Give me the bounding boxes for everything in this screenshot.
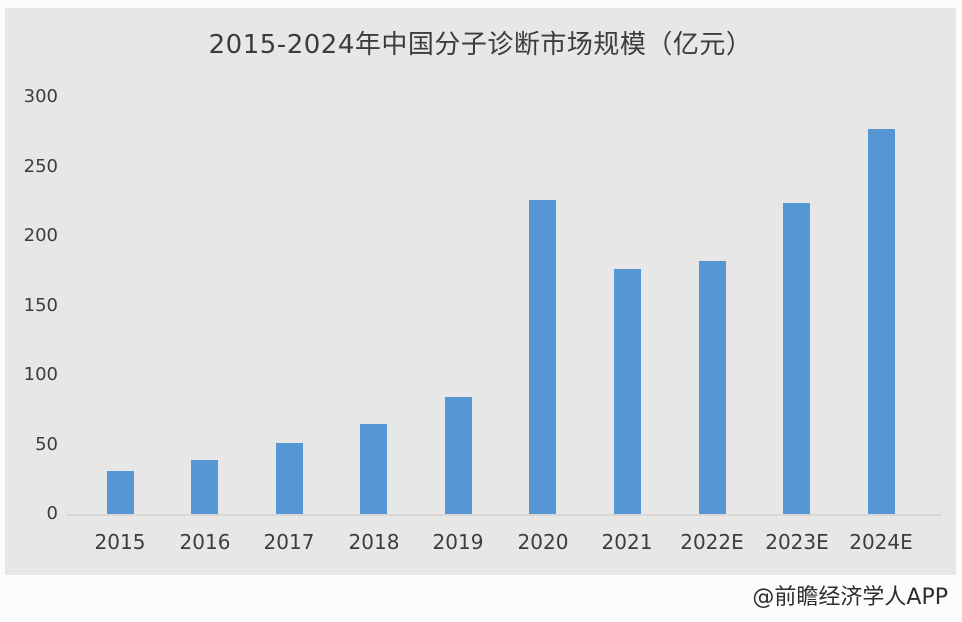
y-tick-label: 50 bbox=[35, 434, 58, 455]
x-tick-label: 2016 bbox=[179, 530, 231, 554]
x-tick-label: 2018 bbox=[348, 530, 400, 554]
x-tick-label: 2021 bbox=[601, 530, 653, 554]
chart-title: 2015-2024年中国分子诊断市场规模（亿元） bbox=[208, 30, 753, 60]
chart-canvas: 2015-2024年中国分子诊断市场规模（亿元） bbox=[5, 8, 956, 575]
y-tick-label: 300 bbox=[23, 86, 58, 107]
x-tick-label: 2023E bbox=[765, 530, 829, 554]
y-tick-label: 0 bbox=[46, 503, 58, 524]
x-tick-label: 2017 bbox=[263, 530, 315, 554]
bar-2016 bbox=[191, 460, 218, 514]
bar-2023E bbox=[783, 203, 810, 514]
x-tick-label: 2024E bbox=[849, 530, 913, 554]
bar-2018 bbox=[360, 424, 387, 514]
x-axis-line bbox=[66, 514, 942, 516]
bar-2022E bbox=[699, 261, 726, 514]
bar-2015 bbox=[107, 471, 134, 514]
bar-2019 bbox=[445, 397, 472, 514]
x-tick-label: 2019 bbox=[432, 530, 484, 554]
bar-2024E bbox=[868, 129, 895, 514]
bar-2017 bbox=[276, 443, 303, 514]
bar-2021 bbox=[614, 269, 641, 514]
x-tick-label: 2020 bbox=[517, 530, 569, 554]
y-tick-label: 250 bbox=[23, 156, 58, 177]
y-tick-label: 200 bbox=[23, 225, 58, 246]
watermark-source-label: @前瞻经济学人APP bbox=[752, 585, 948, 610]
x-tick-label: 2015 bbox=[94, 530, 146, 554]
y-tick-label: 100 bbox=[23, 364, 58, 385]
y-tick-label: 150 bbox=[23, 295, 58, 316]
bar-2020 bbox=[529, 200, 556, 514]
x-tick-label: 2022E bbox=[680, 530, 744, 554]
